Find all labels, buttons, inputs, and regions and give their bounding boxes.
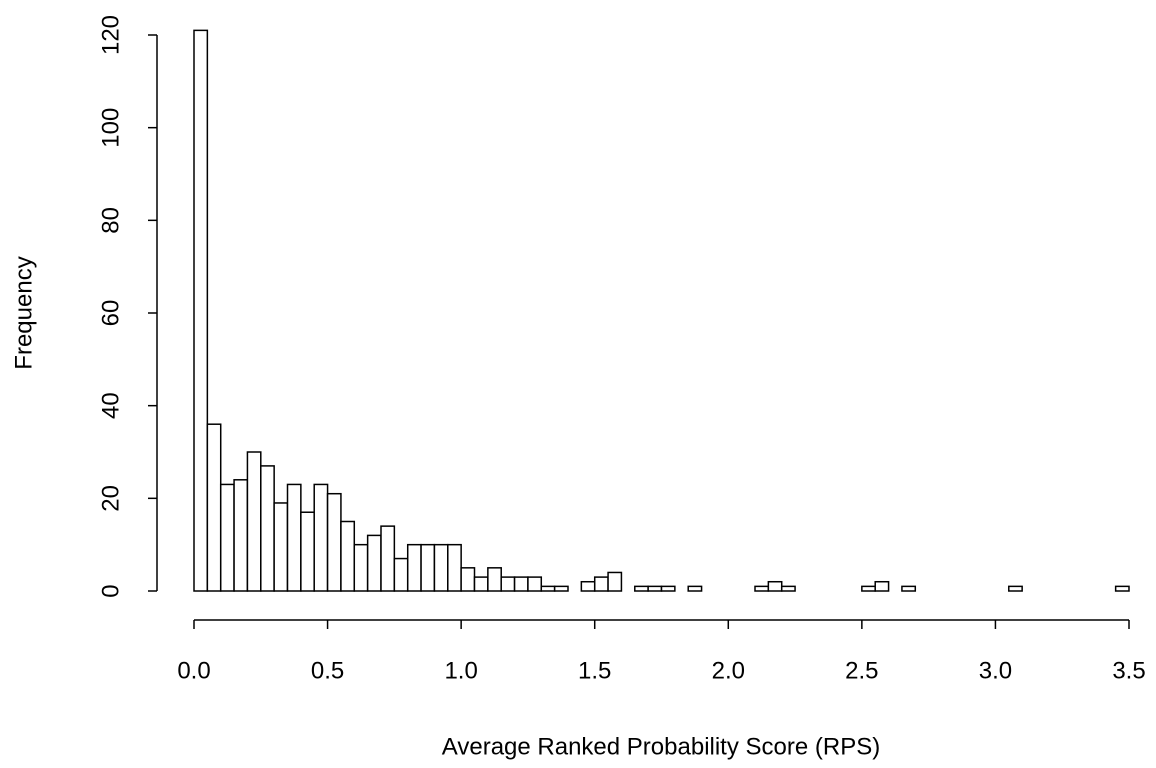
bar [874, 580, 890, 592]
x-axis-label: Average Ranked Probability Score (RPS) [442, 733, 880, 760]
bar [447, 543, 462, 592]
y-tick-label: 100 [97, 108, 124, 148]
bar [380, 525, 396, 592]
y-axis-label: Frequency [10, 256, 37, 369]
x-tick-label: 2.0 [712, 657, 745, 684]
bar [366, 534, 382, 592]
bar [313, 483, 329, 592]
y-tick-label: 80 [97, 207, 124, 234]
bar [527, 576, 543, 592]
bar [1008, 585, 1023, 592]
bar [647, 585, 663, 592]
bar [206, 423, 222, 592]
bar [326, 492, 342, 592]
bar [901, 585, 917, 592]
bar [260, 465, 275, 592]
bar [420, 543, 436, 592]
bar [767, 580, 783, 592]
y-tick-label: 20 [97, 485, 124, 512]
bar [540, 585, 556, 592]
bar [754, 585, 770, 592]
bar [687, 585, 703, 592]
y-tick-label: 60 [97, 300, 124, 327]
x-tick-label: 1.5 [578, 657, 611, 684]
bar [593, 576, 609, 592]
x-tick-label: 3.0 [979, 657, 1012, 684]
bar [353, 543, 369, 592]
bar [780, 585, 796, 592]
bar [607, 571, 623, 592]
bar [273, 502, 289, 592]
bar [340, 520, 356, 592]
bar [1114, 585, 1130, 592]
bar [460, 567, 476, 592]
bar [580, 580, 596, 592]
bar [500, 576, 516, 592]
bar [246, 451, 262, 592]
x-tick-label: 3.5 [1112, 657, 1145, 684]
bar [300, 511, 315, 592]
bar [487, 567, 502, 592]
bar [219, 483, 235, 592]
bar [406, 543, 422, 592]
bar [393, 557, 409, 592]
x-tick-label: 0.0 [177, 657, 210, 684]
bar [861, 585, 876, 592]
bar [553, 585, 569, 592]
x-tick-label: 0.5 [311, 657, 344, 684]
x-tick-label: 2.5 [845, 657, 878, 684]
y-tick-label: 120 [97, 15, 124, 55]
bar [433, 543, 449, 592]
y-tick-label: 40 [97, 392, 124, 419]
bar [513, 576, 529, 592]
bar [473, 576, 489, 592]
y-tick-label: 0 [97, 584, 124, 597]
bar [286, 483, 302, 592]
x-tick-label: 1.0 [444, 657, 477, 684]
bar [634, 585, 649, 592]
bar [233, 479, 249, 592]
bar [193, 29, 209, 592]
bar [660, 585, 676, 592]
